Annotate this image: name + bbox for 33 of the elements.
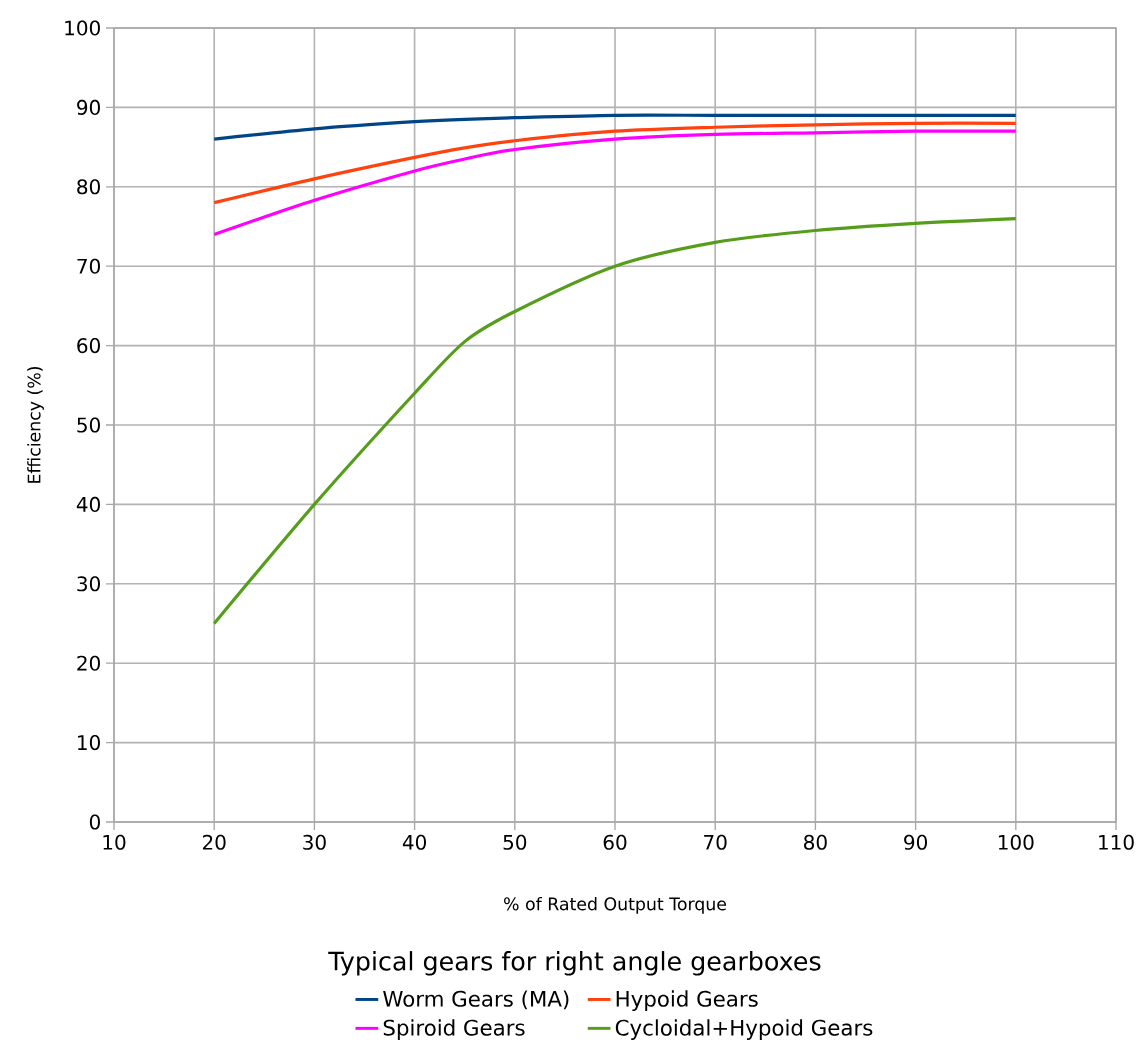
line-series (212, 129, 1018, 237)
y-tick-label: 30 (77, 576, 100, 592)
legend-title: Typical gears for right angle gearboxes (328, 951, 821, 976)
x-tick-label: 60 (603, 834, 627, 850)
y-tick-label: 80 (77, 179, 100, 195)
line-series (212, 113, 1018, 141)
legend-label: Cycloidal+Hypoid Gears (615, 1019, 873, 1040)
x-tick-label: 40 (402, 834, 426, 850)
legend-label: Spiroid Gears (383, 1019, 525, 1040)
y-tick-label: 60 (77, 338, 100, 354)
x-tick-label: 110 (1099, 834, 1134, 850)
line-series (212, 216, 1018, 626)
y-tick-label: 20 (77, 655, 100, 671)
y-tick-label: 70 (77, 258, 100, 274)
legend-label: Worm Gears (MA) (383, 990, 569, 1010)
y-axis-title: Efficiency (%) (27, 366, 44, 483)
x-tick-label: 70 (704, 834, 727, 850)
x-tick-label: 50 (503, 834, 527, 850)
y-tick-label: 90 (77, 99, 100, 115)
legend-label: Hypoid Gears (616, 990, 758, 1012)
x-tick-label: 80 (804, 834, 827, 850)
y-tick-label: 50 (77, 417, 100, 433)
x-tick-label: 90 (904, 834, 927, 850)
x-tick-label: 20 (202, 834, 226, 850)
x-tick-label: 10 (103, 834, 126, 850)
y-tick-label: 40 (76, 496, 100, 512)
y-tick-label: 100 (65, 20, 100, 36)
x-axis-title: % of Rated Output Torque (504, 896, 727, 914)
x-tick-label: 30 (303, 834, 326, 850)
x-tick-label: 100 (998, 834, 1034, 850)
line-series (212, 121, 1018, 205)
y-tick-label: 10 (78, 735, 100, 751)
y-tick-label: 0 (89, 814, 100, 830)
